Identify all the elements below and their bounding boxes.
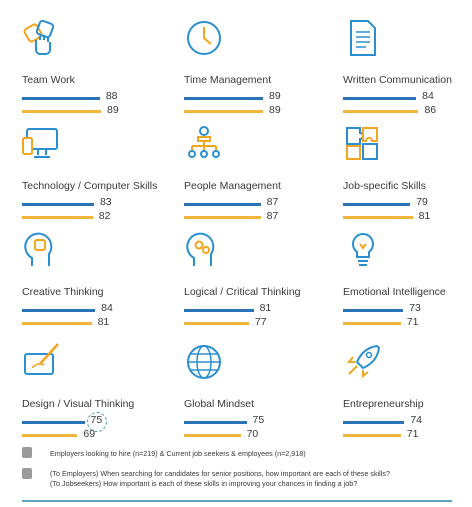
skill-label: Team Work — [22, 74, 75, 86]
employers-bar — [343, 309, 404, 312]
seekers-bar — [343, 322, 401, 325]
skill-cell: Time Management 89 89 — [184, 18, 334, 128]
employers-value: 84 — [101, 302, 113, 314]
employers-bar — [184, 203, 261, 206]
seekers-value: 69 — [83, 428, 96, 440]
skill-label: Job-specific Skills — [343, 180, 426, 192]
lightbulb-icon — [352, 232, 374, 266]
seekers-value: 81 — [97, 316, 110, 328]
skill-cell: Creative Thinking 84 81 — [22, 230, 172, 340]
seekers-bar — [22, 110, 102, 113]
skill-label: Logical / Critical Thinking — [184, 286, 301, 298]
seekers-value: 70 — [246, 428, 259, 440]
employers-bar — [22, 203, 94, 206]
skill-cell: Design / Visual Thinking 75 69 — [22, 342, 172, 452]
highlight-circle — [86, 412, 107, 432]
skill-label: Emotional Intelligence — [343, 286, 446, 298]
employers-bar — [184, 309, 254, 312]
seekers-value: 82 — [98, 210, 111, 222]
skill-cell: Global Mindset 75 70 — [184, 342, 334, 452]
seekers-value: 81 — [418, 210, 431, 222]
legend-series: Employers looking to hire (n=219) & Curr… — [50, 449, 306, 458]
legend-question-employers: (To Employers) When searching for candid… — [50, 469, 390, 478]
skill-cell: Job-specific Skills 79 81 — [343, 124, 472, 234]
bottom-rule — [22, 500, 452, 502]
seekers-value: 77 — [254, 316, 267, 328]
seekers-bar — [343, 110, 419, 113]
seekers-bar — [184, 216, 261, 219]
employers-value: 74 — [410, 414, 422, 426]
skill-label: People Management — [184, 180, 281, 192]
clock-icon — [187, 21, 221, 55]
employers-value: 75 — [252, 414, 265, 426]
head-bulb-icon — [24, 232, 53, 266]
legend-question-jobseekers: (To Jobseekers) How important is each of… — [50, 479, 358, 488]
seekers-bar — [22, 434, 78, 437]
employers-bar — [22, 421, 85, 424]
tablet-pen-icon — [24, 343, 59, 375]
employers-value: 73 — [409, 302, 421, 314]
skill-label: Design / Visual Thinking — [22, 398, 135, 410]
employers-bar — [343, 203, 411, 206]
skill-label: Global Mindset — [184, 398, 255, 410]
globe-icon — [187, 345, 221, 379]
computer-icon — [22, 128, 58, 158]
employers-bar — [184, 97, 264, 100]
seekers-value: 71 — [406, 316, 419, 328]
employers-bar — [22, 309, 96, 312]
seekers-value: 86 — [424, 104, 437, 116]
employers-bar — [22, 97, 100, 100]
skill-label: Creative Thinking — [22, 286, 104, 298]
skill-cell: Team Work 88 89 — [22, 18, 172, 128]
seekers-bar — [22, 322, 92, 325]
question-icon — [22, 468, 32, 479]
employers-value: 79 — [416, 196, 428, 208]
skill-cell: Written Communication 84 86 — [343, 18, 472, 128]
skill-label: Written Communication — [343, 74, 452, 86]
employers-value: 87 — [266, 196, 279, 208]
employers-bar — [343, 97, 417, 100]
employers-value: 83 — [99, 196, 112, 208]
employers-bar — [184, 421, 247, 424]
skill-label: Time Management — [184, 74, 272, 86]
document-icon — [350, 20, 376, 56]
seekers-value: 89 — [269, 104, 281, 116]
head-gears-icon — [186, 232, 215, 266]
seekers-bar — [343, 434, 401, 437]
seekers-value: 87 — [266, 210, 279, 222]
survey-icon — [22, 447, 32, 458]
employers-value: 89 — [269, 90, 281, 102]
skill-cell: Technology / Computer Skills 83 82 — [22, 124, 172, 234]
seekers-bar — [22, 216, 93, 219]
skill-cell: People Management 87 87 — [184, 124, 334, 234]
skill-cell: Logical / Critical Thinking 81 77 — [184, 230, 334, 340]
hands-icon — [23, 19, 55, 55]
skill-cell: Emotional Intelligence 73 71 — [343, 230, 472, 340]
rocket-icon — [346, 344, 381, 379]
org-chart-icon — [188, 126, 220, 158]
employers-value: 88 — [105, 90, 118, 102]
seekers-bar — [184, 322, 249, 325]
employers-bar — [343, 421, 405, 424]
skill-label: Entrepreneurship — [343, 398, 424, 410]
seekers-bar — [184, 110, 264, 113]
seekers-value: 71 — [406, 428, 419, 440]
skill-label: Technology / Computer Skills — [22, 180, 158, 192]
seekers-bar — [343, 216, 413, 219]
seekers-value: 89 — [107, 104, 119, 116]
skill-cell: Entrepreneurship 74 71 — [343, 342, 472, 452]
employers-value: 84 — [422, 90, 434, 102]
seekers-bar — [184, 434, 241, 437]
employers-value: 81 — [259, 302, 272, 314]
puzzle-icon — [346, 127, 378, 160]
